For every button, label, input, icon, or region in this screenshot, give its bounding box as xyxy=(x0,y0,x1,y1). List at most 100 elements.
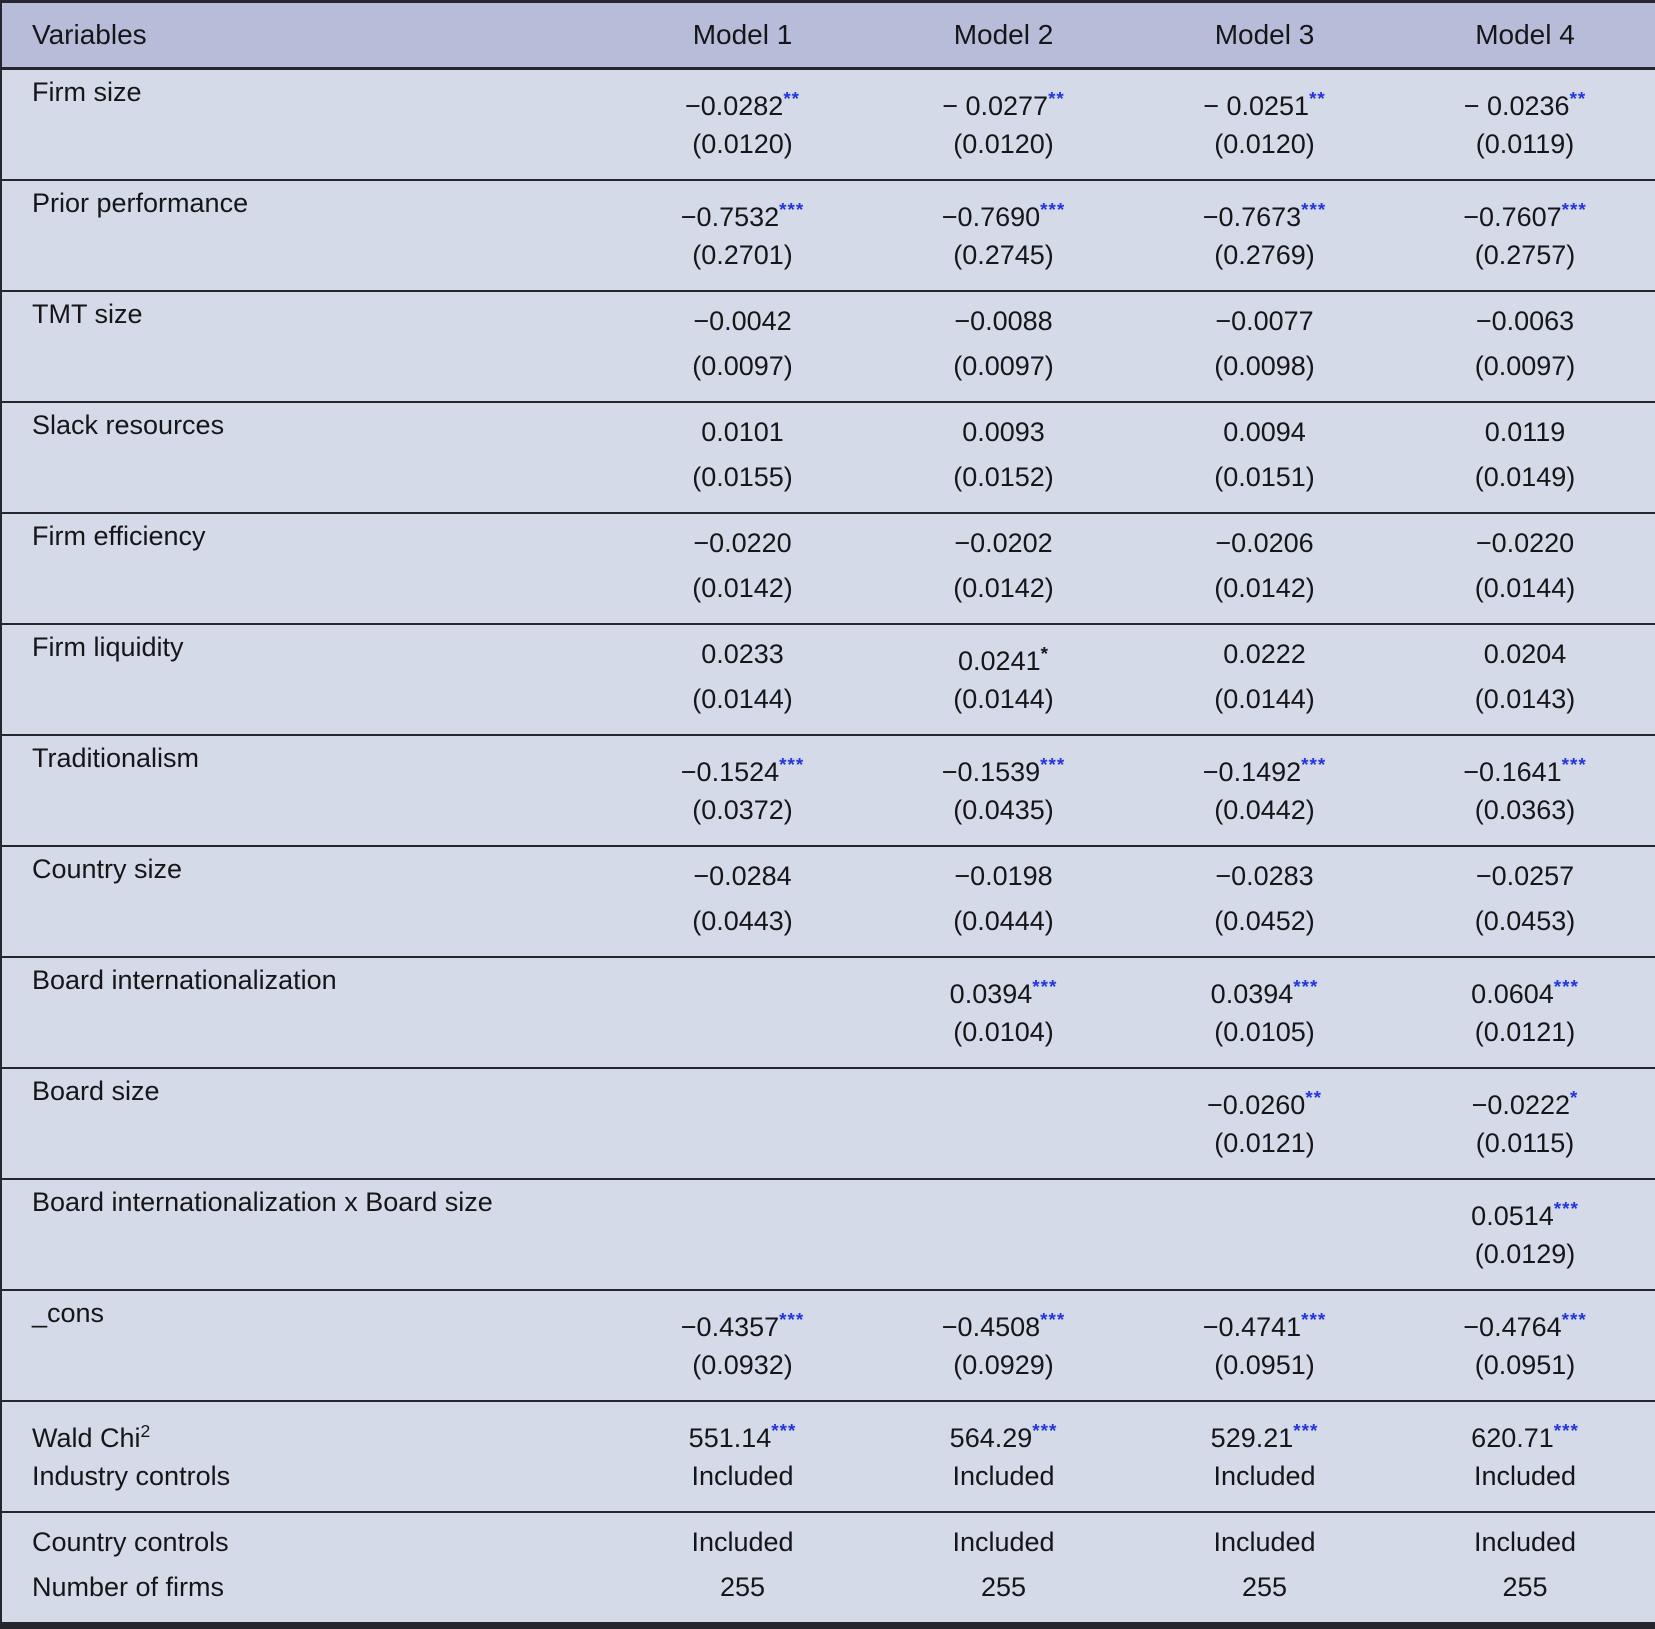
coef-cell: 0.0394*** (0.0105) xyxy=(1134,957,1395,1068)
coef-value: −0.0282 xyxy=(684,91,784,121)
se-value: (0.0144) xyxy=(1474,573,1576,603)
coef-line: −0.7607*** xyxy=(1395,188,1655,233)
coef-cell: 0.0241* (0.0144) xyxy=(873,624,1134,735)
stat-value-line: Included xyxy=(612,1454,873,1499)
significance-stars: *** xyxy=(1553,1199,1579,1220)
coef-cell: −0.0042 (0.0097) xyxy=(612,291,873,402)
coef-line: −0.0260** xyxy=(1134,1076,1395,1121)
coef-value: −0.4764 xyxy=(1463,1312,1562,1342)
coef-line: 0.0604*** xyxy=(1395,965,1655,1010)
coef-cell: −0.1492*** (0.0442) xyxy=(1134,735,1395,846)
se-value: (0.2701) xyxy=(692,240,793,270)
coef-line: 0.0119 xyxy=(1395,410,1655,455)
superscript: 2 xyxy=(140,1421,151,1441)
coef-value: −0.0198 xyxy=(954,861,1053,891)
coef-value: −0.0260 xyxy=(1206,1090,1306,1120)
se-value: (0.0120) xyxy=(953,129,1054,159)
coef-cell: −0.0063 (0.0097) xyxy=(1395,291,1655,402)
coef-line: −0.4764*** xyxy=(1395,1298,1655,1343)
coef-cell: 0.0119 (0.0149) xyxy=(1395,402,1655,513)
significance-stars: *** xyxy=(1032,1421,1058,1442)
coef-cell: −0.0222* (0.0115) xyxy=(1395,1068,1655,1179)
coef-cell xyxy=(612,957,873,1068)
stat-label-text: Industry controls xyxy=(32,1461,231,1491)
stat-value: Included xyxy=(1473,1527,1577,1557)
column-header-model-1: Model 1 xyxy=(612,1,873,70)
coef-cell: − 0.0277** (0.0120) xyxy=(873,69,1134,181)
table-row: Prior performance −0.7532*** (0.2701) −0.76… xyxy=(1,180,1655,291)
stat-value: 255 xyxy=(719,1572,766,1602)
coef-line: 0.0394*** xyxy=(873,965,1134,1010)
coef-value: 0.0394 xyxy=(949,979,1033,1009)
stats-labels: Country controls Number of firms xyxy=(1,1512,612,1626)
coef-cell: −0.7607*** (0.2757) xyxy=(1395,180,1655,291)
significance-stars: ** xyxy=(783,89,801,110)
se-value: (0.0152) xyxy=(953,462,1054,492)
se-value: (0.2745) xyxy=(953,240,1054,270)
coef-cell: −0.0260** (0.0121) xyxy=(1134,1068,1395,1179)
significance-stars: *** xyxy=(1561,200,1587,221)
coef-cell: −0.0220 (0.0144) xyxy=(1395,513,1655,624)
se-value: (0.0929) xyxy=(953,1350,1054,1380)
significance-stars: * xyxy=(1040,644,1049,665)
stat-value: Included xyxy=(952,1527,1055,1557)
row-label: Country size xyxy=(32,854,183,884)
coef-value: −0.7607 xyxy=(1463,202,1562,232)
stats-cell: Included 255 xyxy=(1134,1512,1395,1626)
coef-line: −0.0282** xyxy=(612,77,873,122)
se-value: (0.0951) xyxy=(1214,1350,1315,1380)
coef-value: −0.0077 xyxy=(1215,306,1314,336)
significance-stars: *** xyxy=(1553,977,1579,998)
stat-value-line: Included xyxy=(873,1520,1134,1565)
se-value: (0.0453) xyxy=(1474,906,1576,936)
se-value: (0.0155) xyxy=(692,462,793,492)
stat-label: Number of firms xyxy=(32,1565,612,1610)
table-row: Firm liquidity 0.0233 (0.0144) 0.0241* (0.01… xyxy=(1,624,1655,735)
coef-line: −0.0222* xyxy=(1395,1076,1655,1121)
coef-value: −0.1524 xyxy=(680,757,780,787)
stat-value: Included xyxy=(952,1461,1055,1491)
significance-stars: *** xyxy=(771,1421,797,1442)
coef-line: − 0.0251** xyxy=(1134,77,1395,122)
coef-cell: −0.7673*** (0.2769) xyxy=(1134,180,1395,291)
coef-cell: −0.0088 (0.0097) xyxy=(873,291,1134,402)
row-label: _cons xyxy=(32,1298,105,1328)
stats-cell: Included 255 xyxy=(1395,1512,1655,1626)
significance-stars: *** xyxy=(779,200,805,221)
stats-labels: Wald Chi2 Industry controls xyxy=(1,1401,612,1512)
stat-value-line: 620.71*** xyxy=(1395,1409,1655,1454)
significance-stars: * xyxy=(1570,1088,1579,1109)
stat-label: Country controls xyxy=(32,1520,612,1565)
stats-cell: 529.21*** Included xyxy=(1134,1401,1395,1512)
se-value: (0.0142) xyxy=(692,573,793,603)
coef-value: − 0.0236 xyxy=(1463,91,1570,121)
significance-stars: *** xyxy=(779,1310,805,1331)
se-value: (0.0142) xyxy=(953,573,1054,603)
stat-value: Included xyxy=(1213,1461,1316,1491)
row-label: Firm size xyxy=(32,77,142,107)
stat-value-line: 255 xyxy=(1134,1565,1395,1610)
stats-cell: 564.29*** Included xyxy=(873,1401,1134,1512)
coef-line: 0.0222 xyxy=(1134,632,1395,677)
se-value: (0.0144) xyxy=(692,684,793,714)
table-row: Traditionalism −0.1524*** (0.0372) −0.1539*… xyxy=(1,735,1655,846)
coef-cell: −0.1641*** (0.0363) xyxy=(1395,735,1655,846)
table-row: Firm efficiency −0.0220 (0.0142) −0.0202 (0.… xyxy=(1,513,1655,624)
se-value: (0.0452) xyxy=(1214,906,1315,936)
stats-cell: Included 255 xyxy=(612,1512,873,1626)
coef-cell: 0.0093 (0.0152) xyxy=(873,402,1134,513)
table-row: _cons −0.4357*** (0.0932) −0.4508*** (0.0929… xyxy=(1,1290,1655,1401)
significance-stars: ** xyxy=(1048,89,1065,110)
coef-cell xyxy=(873,1179,1134,1290)
significance-stars: ** xyxy=(1309,89,1326,110)
coef-cell: −0.1524*** (0.0372) xyxy=(612,735,873,846)
significance-stars: *** xyxy=(1561,1310,1587,1331)
significance-stars: *** xyxy=(1553,1421,1579,1442)
coef-cell: −0.4764*** (0.0951) xyxy=(1395,1290,1655,1401)
stat-value: 255 xyxy=(980,1572,1027,1602)
significance-stars: *** xyxy=(1040,1310,1066,1331)
se-value: (0.0120) xyxy=(1214,129,1315,159)
se-value: (0.0104) xyxy=(953,1017,1054,1047)
se-value: (0.0144) xyxy=(953,684,1054,714)
